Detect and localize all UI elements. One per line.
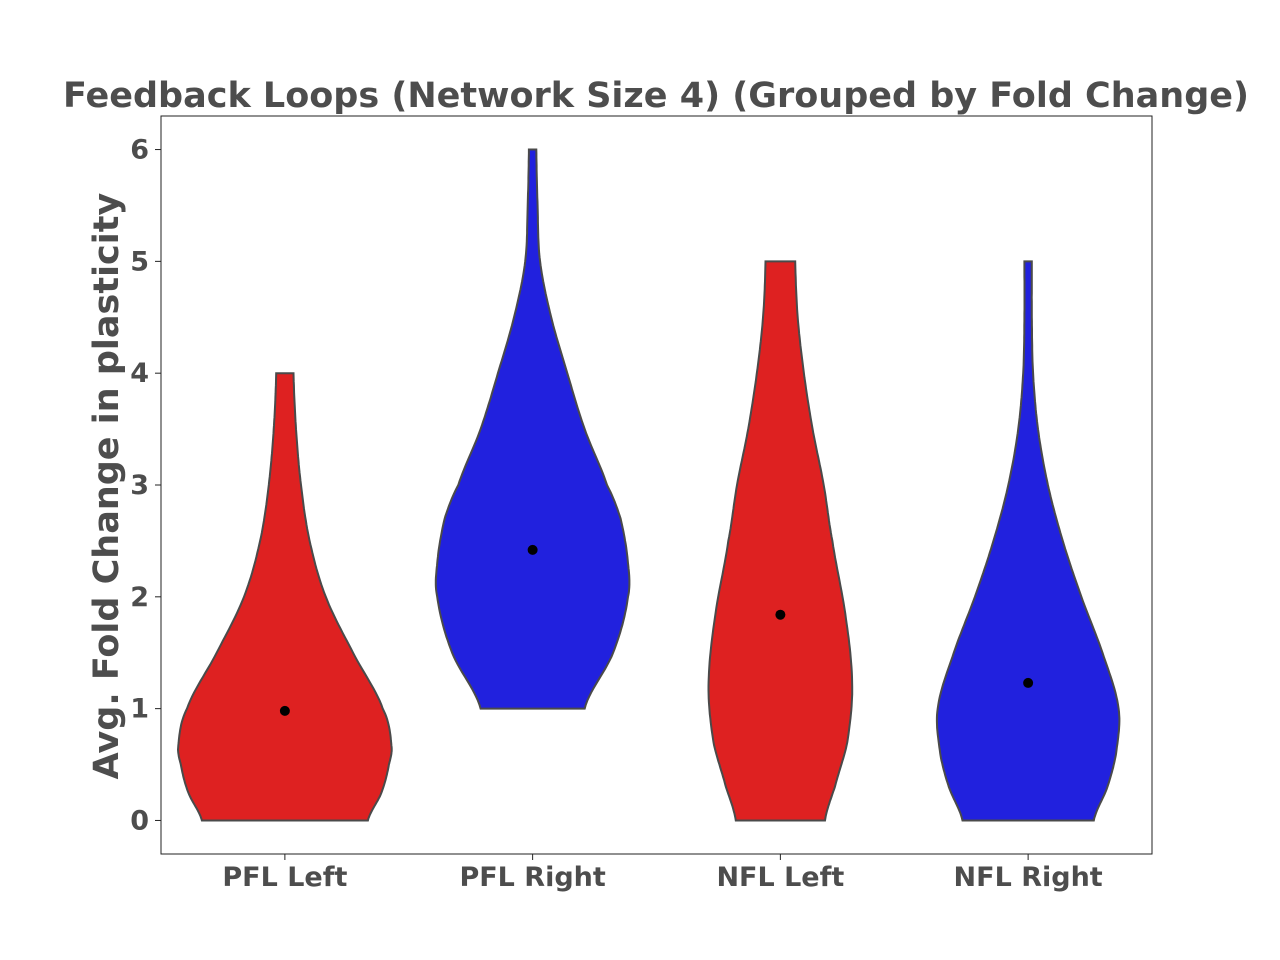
y-axis-ticks: 0 1 2 3 4 5 6 (130, 135, 161, 836)
mean-marker-nfl-left (775, 609, 786, 620)
x-axis-ticks: PFL Left PFL Right NFL Left NFL Right (222, 854, 1103, 893)
x-tick-label-pfl-right: PFL Right (459, 862, 605, 893)
violin-pfl-left (176, 372, 393, 822)
means-group (279, 544, 1034, 716)
violin-pfl-right (434, 148, 631, 710)
x-tick-label-nfl-left: NFL Left (716, 862, 844, 893)
violins-group (176, 148, 1121, 822)
mean-marker-pfl-left (279, 705, 290, 716)
y-tick-label: 1 (130, 694, 149, 725)
y-axis-label: Avg. Fold Change in plasticity (87, 192, 127, 779)
x-tick-label-nfl-right: NFL Right (954, 862, 1103, 893)
mean-marker-nfl-right (1023, 677, 1034, 688)
y-tick-label: 2 (130, 582, 149, 613)
violin-nfl-left (707, 260, 854, 822)
x-tick-label-pfl-left: PFL Left (222, 862, 347, 893)
chart-title: Feedback Loops (Network Size 4) (Grouped… (63, 76, 1249, 116)
y-tick-label: 4 (130, 358, 149, 389)
y-tick-label: 6 (130, 135, 149, 166)
mean-marker-pfl-right (527, 544, 538, 555)
y-tick-label: 3 (130, 470, 149, 501)
violin-nfl-right (935, 260, 1121, 822)
y-tick-label: 0 (130, 805, 149, 836)
y-tick-label: 5 (130, 246, 149, 277)
